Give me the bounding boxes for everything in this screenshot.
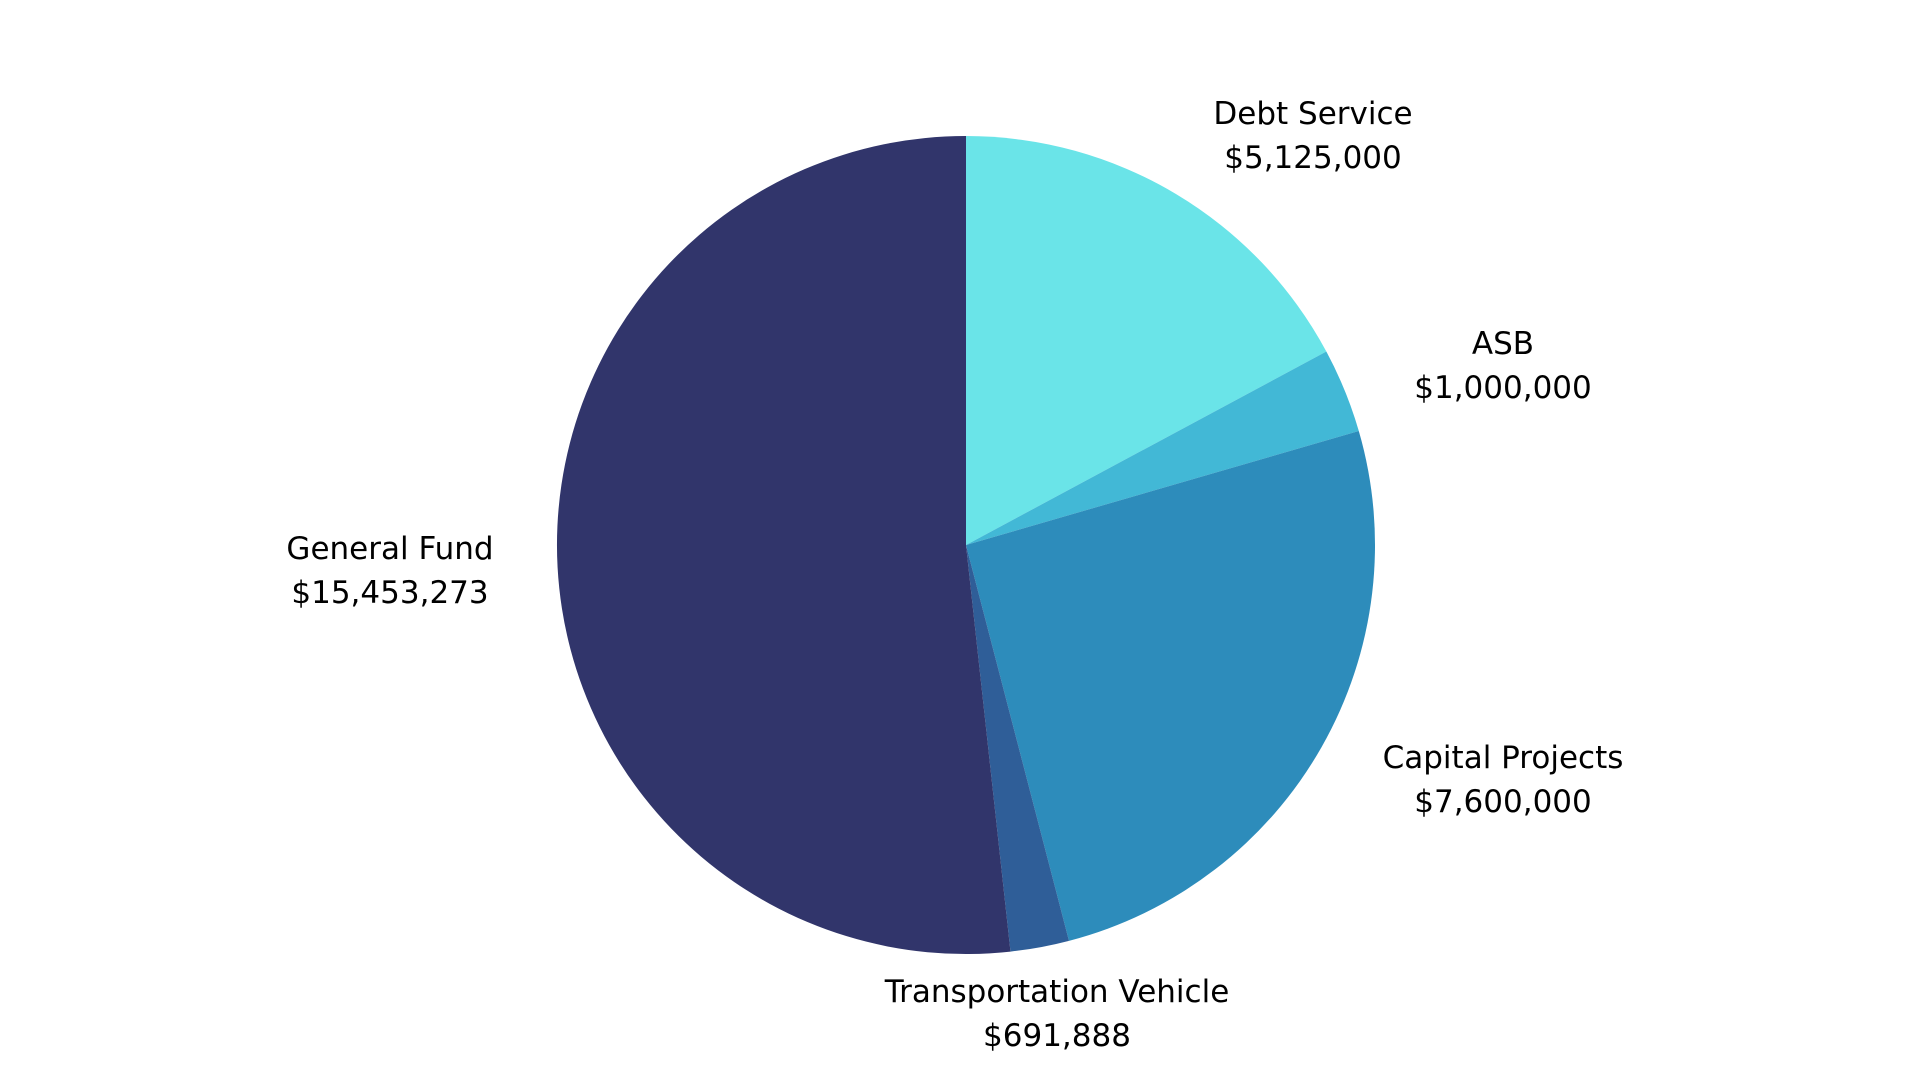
- label-general-fund: General Fund $15,453,273: [160, 527, 620, 615]
- label-value: $15,453,273: [291, 575, 489, 611]
- label-value: $5,125,000: [1224, 140, 1402, 176]
- label-value: $691,888: [983, 1018, 1131, 1054]
- slice-transportation-vehicle: [966, 545, 1069, 952]
- label-name: ASB: [1471, 326, 1535, 362]
- slice-capital-projects: [966, 431, 1375, 941]
- label-capital-projects: Capital Projects $7,600,000: [1273, 736, 1733, 824]
- slice-debt-service: [966, 136, 1327, 545]
- label-value: $7,600,000: [1414, 784, 1592, 820]
- slice-general-fund: [556, 136, 1011, 954]
- label-asb: ASB $1,000,000: [1273, 322, 1733, 410]
- label-value: $1,000,000: [1414, 370, 1592, 406]
- label-name: General Fund: [286, 531, 494, 567]
- label-debt-service: Debt Service $5,125,000: [1083, 92, 1543, 180]
- label-name: Debt Service: [1213, 96, 1413, 132]
- slice-asb: [966, 351, 1359, 545]
- label-name: Capital Projects: [1382, 740, 1624, 776]
- label-transportation-vehicle: Transportation Vehicle $691,888: [827, 970, 1287, 1058]
- label-name: Transportation Vehicle: [884, 974, 1230, 1010]
